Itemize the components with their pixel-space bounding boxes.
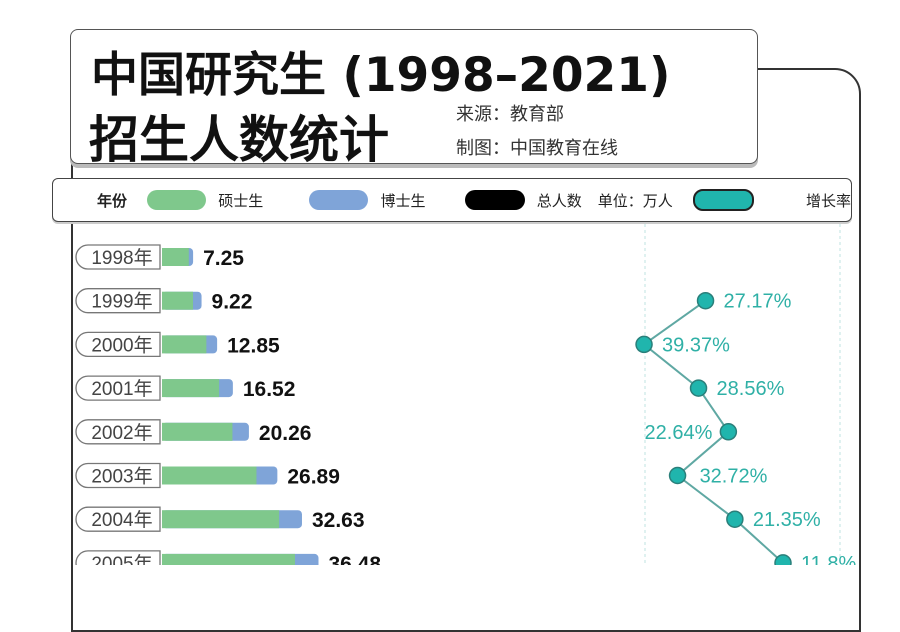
growth-label: 28.56%	[717, 378, 785, 400]
total-label: 26.89	[287, 466, 340, 489]
year-pill	[75, 331, 161, 358]
year-pill	[75, 419, 161, 445]
year-label: 2001年	[91, 378, 152, 400]
total-label: 9.22	[212, 291, 253, 314]
legend-master: 硕士生	[218, 191, 264, 210]
bar-master	[162, 291, 194, 310]
chart-svg: 1998年 7.25 1999年 9.22 2000年 12.85 2001年 16.52 20…	[75, 224, 856, 565]
bar-master	[162, 379, 220, 398]
total-label: 36.48	[328, 553, 381, 565]
legend-swatch-phd	[309, 190, 369, 210]
year-label: 2002年	[91, 422, 152, 444]
bar-master	[162, 248, 189, 266]
year-pill	[75, 288, 161, 314]
year-pill	[75, 375, 161, 401]
legend-year: 年份	[97, 191, 128, 210]
legend-growth: 增长率	[805, 191, 851, 210]
year-pill	[75, 244, 161, 270]
growth-label: 22.64%	[645, 422, 713, 444]
chart-title-line2: 招生人数统计	[89, 111, 389, 169]
total-label: 16.52	[243, 378, 296, 401]
legend: 年份 硕士生 博士生 总人数 单位：万人 增长率	[52, 178, 852, 222]
year-pill	[75, 550, 161, 565]
bar-master	[162, 553, 295, 565]
year-label: 2000年	[91, 334, 152, 356]
total-label: 32.63	[312, 509, 365, 532]
growth-label: 39.37%	[662, 334, 730, 356]
legend-swatch-master	[147, 190, 207, 210]
growth-label: 32.72%	[700, 466, 768, 488]
growth-point	[719, 423, 738, 441]
year-label: 1999年	[91, 291, 152, 313]
legend-unit: 单位：万人	[597, 191, 673, 210]
chart-title-line1: 中国研究生 (1998–2021)	[91, 48, 671, 103]
growth-point	[774, 554, 792, 565]
bar-master	[162, 422, 233, 441]
growth-label: 21.35%	[753, 509, 821, 531]
year-pill	[75, 506, 161, 532]
maker-text: 制图：中国教育在线	[456, 138, 618, 159]
growth-label: 27.17%	[724, 291, 792, 313]
legend-phd: 博士生	[380, 191, 426, 210]
year-label: 2003年	[91, 466, 152, 488]
title-box: 中国研究生 (1998–2021) 招生人数统计 来源：教育部 制图：中国教育在…	[70, 29, 758, 169]
year-label: 1998年	[91, 247, 152, 269]
source-text: 来源：教育部	[456, 104, 564, 125]
total-label: 7.25	[203, 247, 244, 270]
growth-point	[726, 510, 744, 528]
legend-total: 总人数	[536, 191, 582, 210]
growth-point	[635, 335, 653, 354]
year-label: 2005年	[91, 553, 152, 565]
growth-point	[668, 466, 687, 485]
bar-master	[162, 466, 257, 485]
year-label: 2004年	[91, 509, 152, 531]
year-pill	[75, 462, 161, 489]
legend-swatch-growth	[692, 189, 754, 211]
growth-point	[696, 291, 715, 310]
bar-master	[162, 510, 280, 529]
total-label: 20.26	[259, 422, 312, 445]
legend-swatch-total	[465, 190, 525, 210]
growth-point	[689, 379, 708, 397]
total-label: 12.85	[227, 334, 280, 357]
bar-master	[162, 335, 207, 354]
growth-label: 11.8%	[801, 553, 856, 565]
